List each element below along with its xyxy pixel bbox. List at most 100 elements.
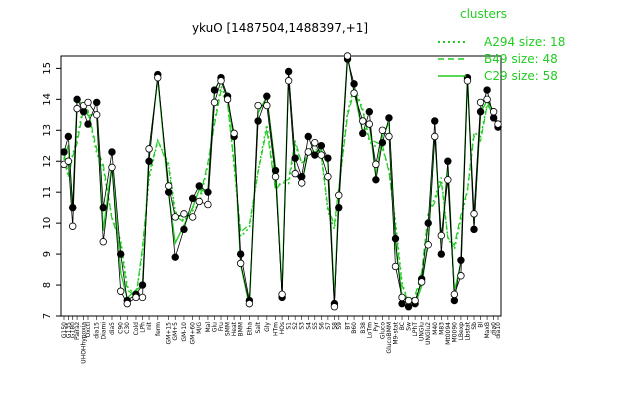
data-point bbox=[350, 89, 358, 97]
data-point bbox=[263, 101, 271, 110]
x-tick-label: Sw bbox=[406, 322, 413, 331]
data-point bbox=[463, 77, 472, 85]
data-point bbox=[317, 151, 326, 159]
data-point bbox=[335, 191, 343, 199]
x-tick-label: GlucoBMM bbox=[386, 322, 393, 354]
data-point bbox=[284, 67, 293, 76]
data-point bbox=[411, 296, 419, 305]
data-point bbox=[398, 299, 406, 308]
data-point bbox=[195, 197, 203, 206]
legend-label: A294 size: 18 bbox=[484, 35, 565, 49]
data-point bbox=[359, 117, 367, 125]
x-tick-label: dia15 bbox=[94, 322, 101, 339]
x-tick-label: Salt bbox=[255, 321, 262, 333]
data-point bbox=[210, 86, 219, 94]
x-tick-label: LPhT bbox=[412, 322, 419, 337]
data-point bbox=[138, 293, 147, 302]
data-point bbox=[99, 238, 107, 246]
cluster-line bbox=[63, 89, 499, 304]
data-point bbox=[84, 98, 92, 107]
data-point bbox=[254, 117, 262, 125]
data-point bbox=[431, 117, 439, 125]
x-tick-label: C90 bbox=[118, 322, 125, 334]
data-point bbox=[263, 92, 271, 100]
data-point bbox=[204, 200, 212, 209]
data-point bbox=[245, 299, 254, 308]
x-tick-label: M0090 bbox=[451, 322, 458, 343]
data-point bbox=[164, 182, 173, 190]
x-tick-label: M9-stat bbox=[392, 321, 399, 344]
data-point bbox=[108, 148, 116, 156]
legend-label: C29 size: 58 bbox=[484, 69, 558, 83]
x-tick-label: MaxB bbox=[484, 322, 491, 339]
x-tick-label: S2 bbox=[292, 322, 299, 330]
data-point bbox=[378, 126, 387, 134]
data-point bbox=[164, 188, 173, 196]
data-point bbox=[391, 262, 400, 271]
x-tick-label: G135 bbox=[65, 322, 72, 338]
x-tick-label: Gluco bbox=[379, 322, 386, 339]
data-point bbox=[271, 173, 280, 181]
x-tick-label: S5 bbox=[312, 322, 319, 330]
x-tick-label: dia5 bbox=[109, 322, 116, 335]
x-tick-label: dia0 bbox=[491, 322, 498, 335]
data-point bbox=[99, 203, 107, 212]
data-point bbox=[494, 120, 502, 128]
x-tick-label: Fru bbox=[218, 322, 225, 331]
legend: clusters A294 size: 18 B49 size: 48 C29 si… bbox=[438, 7, 565, 83]
data-point bbox=[291, 169, 299, 178]
data-point bbox=[117, 287, 125, 295]
x-tick-label: HOs bbox=[279, 322, 286, 334]
data-point bbox=[450, 296, 459, 305]
data-point bbox=[365, 108, 374, 116]
data-point bbox=[230, 129, 238, 138]
data-point bbox=[424, 219, 432, 227]
x-tick-label: BT bbox=[345, 322, 352, 330]
data-point bbox=[343, 52, 352, 60]
x-tick-label: Oxctl bbox=[85, 322, 92, 338]
y-tick-label: 9 bbox=[42, 251, 53, 257]
x-tick-label: S3 bbox=[299, 322, 306, 330]
x-tick-label: GM-10 bbox=[181, 322, 188, 342]
x-tick-label: LoTm bbox=[366, 322, 373, 339]
y-tick-label: 13 bbox=[42, 124, 53, 137]
x-tick-label: UNGlu bbox=[419, 322, 426, 341]
data-point bbox=[476, 98, 485, 107]
data-point bbox=[223, 95, 232, 104]
data-point bbox=[79, 108, 88, 116]
data-point bbox=[444, 176, 452, 184]
data-point bbox=[123, 299, 131, 308]
x-tick-label: S8 bbox=[331, 322, 338, 330]
x-tick-label: B60 bbox=[351, 322, 358, 334]
x-tick-label: M40 bbox=[432, 322, 439, 335]
y-tick-label: 10 bbox=[42, 217, 53, 230]
x-tick-label: BC bbox=[399, 322, 406, 330]
data-point bbox=[93, 98, 101, 107]
cluster-line bbox=[63, 83, 499, 305]
data-point bbox=[470, 210, 478, 218]
x-tick-label: LBexp bbox=[458, 322, 465, 341]
x-tick-label: Etha bbox=[246, 322, 253, 336]
data-point bbox=[278, 290, 286, 299]
data-point bbox=[404, 296, 413, 305]
data-point bbox=[457, 256, 465, 264]
data-point bbox=[108, 163, 116, 172]
data-point bbox=[69, 203, 77, 212]
data-point bbox=[431, 132, 439, 141]
data-point bbox=[483, 95, 491, 104]
x-tick-label: Glu bbox=[211, 322, 218, 332]
data-point bbox=[378, 138, 387, 147]
series-line bbox=[63, 58, 499, 308]
y-tick-label: 11 bbox=[42, 186, 53, 199]
x-tick-label: Cold bbox=[133, 322, 140, 336]
x-tick-label: Pyr bbox=[373, 321, 380, 331]
data-point bbox=[64, 157, 73, 165]
data-point bbox=[145, 145, 153, 153]
x-tick-label: Pairaz bbox=[74, 322, 81, 340]
data-point bbox=[171, 253, 179, 261]
x-tick-label: Diami bbox=[100, 322, 107, 340]
data-point bbox=[145, 157, 153, 165]
data-point bbox=[210, 98, 219, 107]
data-point bbox=[404, 303, 413, 311]
